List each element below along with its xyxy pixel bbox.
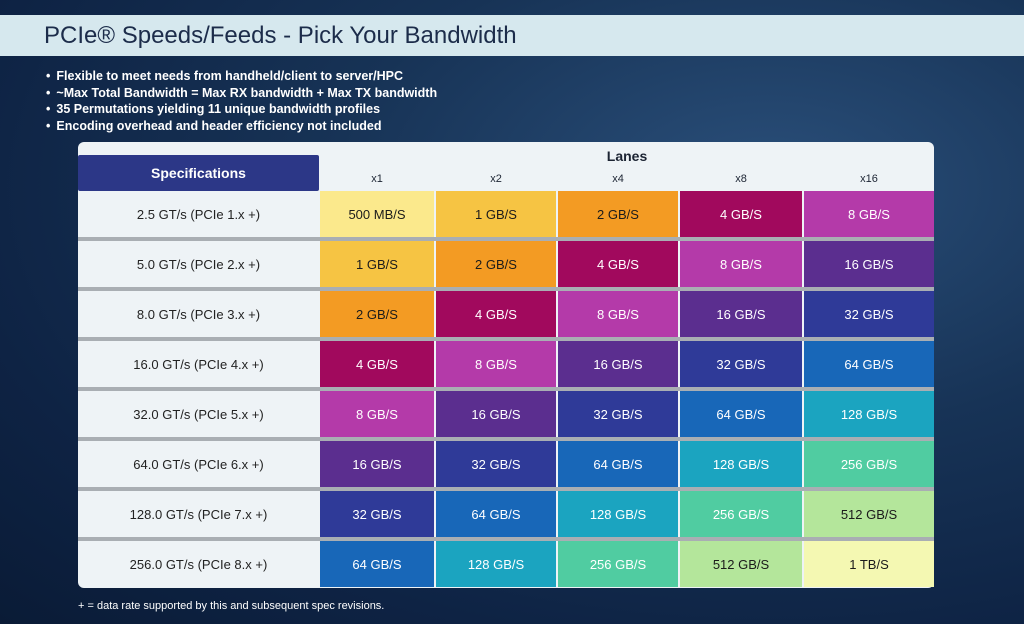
bandwidth-cell: 32 GB/S: [680, 341, 802, 387]
bandwidth-cell: 256 GB/S: [558, 541, 678, 587]
row-separator: [78, 537, 934, 541]
bandwidth-cell: 8 GB/S: [320, 391, 434, 437]
bandwidth-cell: 8 GB/S: [680, 241, 802, 287]
bandwidth-cell: 512 GB/S: [804, 491, 934, 537]
bandwidth-cell: 64 GB/S: [320, 541, 434, 587]
bandwidth-cell: 8 GB/S: [558, 291, 678, 337]
bandwidth-cell: 1 TB/S: [804, 541, 934, 587]
lane-label: x1: [371, 173, 383, 185]
row-separator: [78, 437, 934, 441]
spec-cell: 5.0 GT/s (PCIe 2.x +): [136, 256, 261, 272]
spec-cell: 256.0 GT/s (PCIe 8.x +): [129, 556, 268, 572]
bandwidth-cell: 32 GB/S: [558, 391, 678, 437]
spec-cell: 8.0 GT/s (PCIe 3.x +): [136, 306, 261, 322]
bandwidth-cell: 1 GB/S: [320, 241, 434, 287]
lane-label: x16: [860, 173, 878, 185]
spec-cell: 16.0 GT/s (PCIe 4.x +): [133, 356, 264, 372]
spec-cell: 2.5 GT/s (PCIe 1.x +): [136, 206, 261, 222]
bandwidth-cell: 4 GB/S: [436, 291, 556, 337]
footnote: + = data rate supported by this and subs…: [78, 600, 385, 612]
bandwidth-cell: 64 GB/S: [436, 491, 556, 537]
bandwidth-cell: 2 GB/S: [558, 191, 678, 237]
bandwidth-cell: 64 GB/S: [680, 391, 802, 437]
bandwidth-cell: 256 GB/S: [680, 491, 802, 537]
bandwidth-cell: 128 GB/S: [558, 491, 678, 537]
bandwidth-cell: 16 GB/S: [680, 291, 802, 337]
spec-header: Specifications: [78, 155, 319, 191]
bandwidth-cell: 4 GB/S: [320, 341, 434, 387]
row-separator: [78, 487, 934, 491]
lane-label: x8: [735, 173, 747, 185]
bandwidth-cell: 8 GB/S: [804, 191, 934, 237]
bandwidth-cell: 32 GB/S: [804, 291, 934, 337]
title: PCIe® Speeds/Feeds - Pick Your Bandwidth: [44, 22, 517, 49]
bandwidth-cell: 128 GB/S: [436, 541, 556, 587]
bandwidth-cell: 128 GB/S: [804, 391, 934, 437]
bandwidth-cell: 16 GB/S: [558, 341, 678, 387]
row-separator: [78, 337, 934, 341]
spec-cell: 32.0 GT/s (PCIe 5.x +): [133, 406, 264, 422]
spec-cell: 64.0 GT/s (PCIe 6.x +): [133, 456, 264, 472]
bandwidth-cell: 128 GB/S: [680, 441, 802, 487]
lanes-header: Lanes: [606, 148, 648, 164]
bandwidth-cell: 64 GB/S: [558, 441, 678, 487]
bandwidth-cell: 4 GB/S: [558, 241, 678, 287]
row-separator: [78, 287, 934, 291]
bandwidth-cell: 4 GB/S: [680, 191, 802, 237]
bandwidth-cell: 32 GB/S: [320, 491, 434, 537]
bandwidth-cell: 16 GB/S: [804, 241, 934, 287]
bullet: Encoding overhead and header efficiency …: [46, 118, 437, 135]
bullet-list: Flexible to meet needs from handheld/cli…: [46, 68, 437, 134]
row-separator: [78, 237, 934, 241]
row-separator: [78, 387, 934, 391]
bullet: ~Max Total Bandwidth = Max RX bandwidth …: [46, 85, 437, 102]
bullet: 35 Permutations yielding 11 unique bandw…: [46, 101, 437, 118]
bandwidth-cell: 16 GB/S: [320, 441, 434, 487]
bandwidth-cell: 32 GB/S: [436, 441, 556, 487]
bandwidth-cell: 512 GB/S: [680, 541, 802, 587]
lane-label: x4: [612, 173, 624, 185]
title-bar: [0, 15, 1024, 56]
bandwidth-cell: 8 GB/S: [436, 341, 556, 387]
bullet: Flexible to meet needs from handheld/cli…: [46, 68, 437, 85]
bandwidth-cell: 256 GB/S: [804, 441, 934, 487]
bandwidth-cell: 1 GB/S: [436, 191, 556, 237]
lane-label: x2: [490, 173, 502, 185]
bandwidth-cell: 2 GB/S: [320, 291, 434, 337]
bandwidth-cell: 2 GB/S: [436, 241, 556, 287]
bandwidth-cell: 500 MB/S: [320, 191, 434, 237]
spec-cell: 128.0 GT/s (PCIe 7.x +): [129, 506, 268, 522]
bandwidth-cell: 64 GB/S: [804, 341, 934, 387]
bandwidth-cell: 16 GB/S: [436, 391, 556, 437]
